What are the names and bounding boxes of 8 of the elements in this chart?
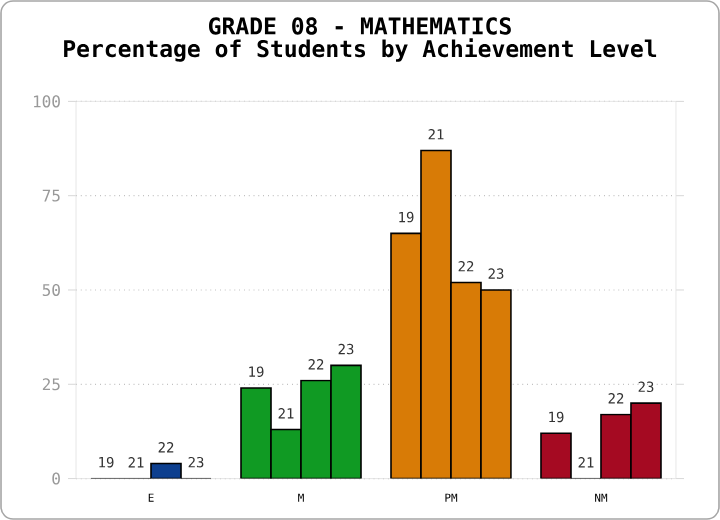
chart-title: GRADE 08 - MATHEMATICS [209, 17, 511, 35]
chart-subtitle: Percentage of Students by Achievement Level [64, 38, 657, 62]
y-tick-label: 100 [33, 95, 60, 108]
y-tick-label: 75 [42, 189, 60, 202]
y-tick-label: 25 [42, 378, 60, 391]
y-tick-label: 0 [52, 472, 60, 485]
bar [540, 432, 572, 479]
y-tick-label: 50 [42, 283, 60, 297]
